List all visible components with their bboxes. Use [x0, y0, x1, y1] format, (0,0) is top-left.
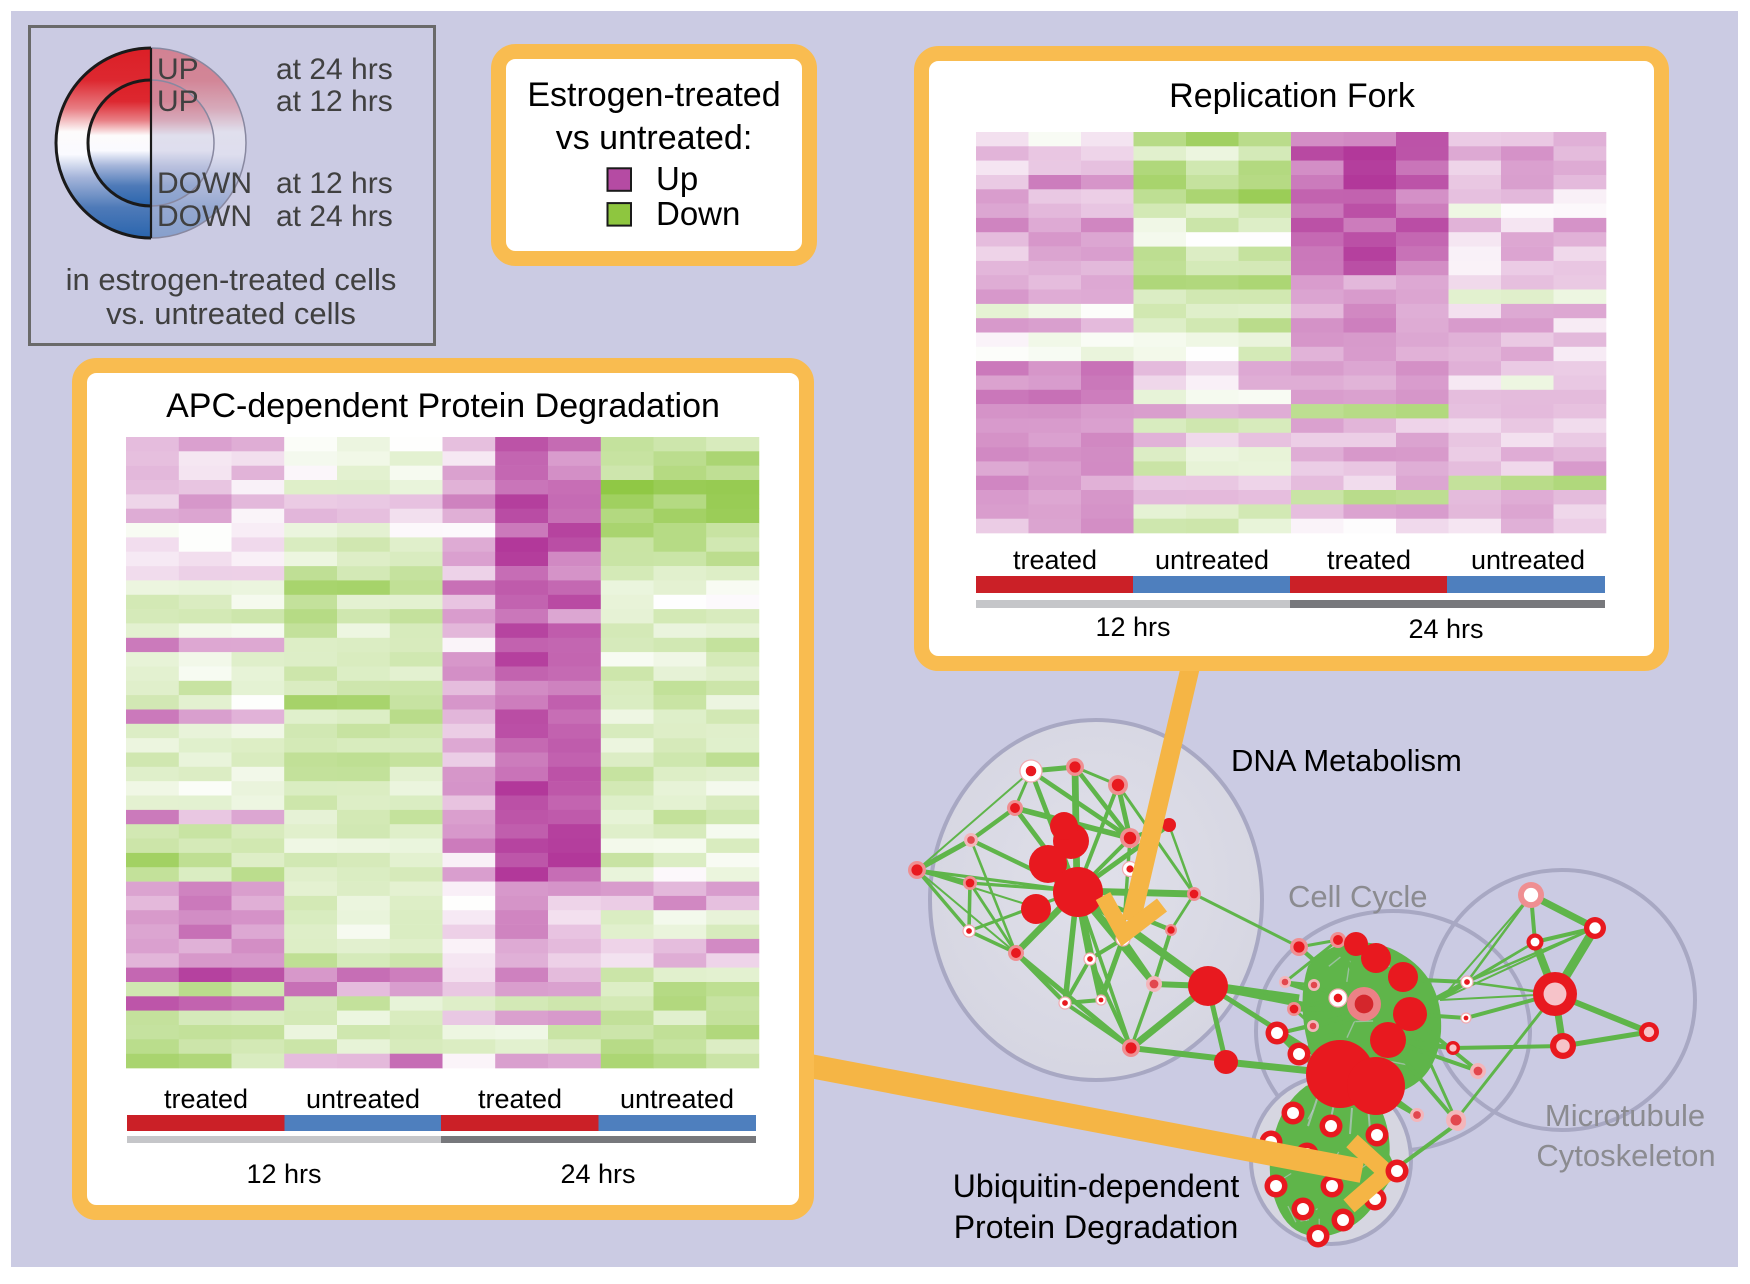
svg-text:at 24 hrs: at 24 hrs [276, 53, 393, 86]
svg-text:Replication Fork: Replication Fork [1169, 77, 1416, 115]
svg-text:untreated: untreated [306, 1084, 420, 1114]
svg-text:Up: Up [656, 160, 698, 197]
svg-text:Down: Down [656, 195, 740, 232]
svg-text:treated: treated [478, 1084, 562, 1114]
svg-text:UP: UP [157, 85, 199, 118]
svg-text:Protein Degradation: Protein Degradation [954, 1209, 1239, 1245]
svg-text:at 12 hrs: at 12 hrs [276, 167, 393, 200]
svg-text:Cell Cycle: Cell Cycle [1288, 879, 1428, 914]
svg-text:untreated: untreated [1471, 545, 1585, 575]
svg-text:vs untreated:: vs untreated: [556, 119, 753, 157]
svg-text:treated: treated [164, 1084, 248, 1114]
svg-text:12 hrs: 12 hrs [1095, 612, 1170, 642]
svg-text:Estrogen-treated: Estrogen-treated [527, 76, 780, 114]
svg-text:24 hrs: 24 hrs [560, 1159, 635, 1189]
svg-text:Cytoskeleton: Cytoskeleton [1536, 1138, 1715, 1173]
svg-text:12 hrs: 12 hrs [246, 1159, 321, 1189]
svg-text:untreated: untreated [1155, 545, 1269, 575]
svg-text:vs. untreated cells: vs. untreated cells [106, 296, 356, 331]
svg-text:DNA Metabolism: DNA Metabolism [1231, 743, 1462, 778]
svg-text:DOWN: DOWN [157, 167, 252, 200]
svg-text:at 24 hrs: at 24 hrs [276, 200, 393, 233]
svg-text:treated: treated [1327, 545, 1411, 575]
svg-text:Ubiquitin-dependent: Ubiquitin-dependent [953, 1168, 1240, 1204]
svg-text:in estrogen-treated cells: in estrogen-treated cells [66, 262, 397, 297]
svg-text:untreated: untreated [620, 1084, 734, 1114]
svg-text:treated: treated [1013, 545, 1097, 575]
svg-text:Microtubule: Microtubule [1545, 1098, 1705, 1133]
svg-text:UP: UP [157, 53, 199, 86]
svg-text:24 hrs: 24 hrs [1408, 614, 1483, 644]
svg-text:DOWN: DOWN [157, 200, 252, 233]
svg-text:at 12 hrs: at 12 hrs [276, 85, 393, 118]
svg-text:APC-dependent Protein Degradat: APC-dependent Protein Degradation [166, 387, 720, 425]
